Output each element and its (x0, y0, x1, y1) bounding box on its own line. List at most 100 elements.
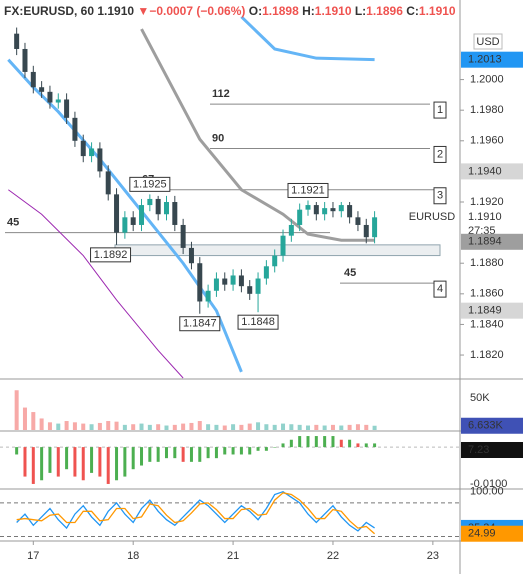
volume-bar (206, 424, 211, 430)
moving-average (240, 15, 375, 62)
l-key: L: (355, 4, 366, 18)
candle-body (355, 217, 361, 225)
moving-average (8, 189, 184, 379)
y-tick-label: -0.0100 (470, 478, 507, 490)
c-key: C: (406, 4, 419, 18)
volume-bar (122, 424, 127, 430)
candle-body (288, 224, 294, 236)
level-box (433, 101, 447, 119)
candle-body (147, 198, 153, 206)
macd-bar (189, 447, 193, 462)
price-note-box (179, 316, 221, 332)
volume-bar (39, 418, 44, 430)
volume-bar (322, 425, 327, 430)
price-note: 1.1848 (241, 316, 275, 328)
header: FX:EURUSD, 60 1.1910 ▼−0.0007 (−0.06%) O… (4, 4, 456, 18)
candle-body (188, 247, 194, 264)
currency: USD (476, 36, 499, 48)
candle-body (97, 148, 103, 172)
candle-body (105, 171, 111, 195)
price-tag (461, 51, 523, 68)
macd-bar (273, 447, 277, 448)
macd-bar (281, 443, 285, 448)
level-box-label: 3 (437, 190, 443, 202)
macd-bar (65, 447, 69, 470)
volume-bar (172, 424, 177, 430)
macd-bar (148, 447, 152, 462)
volume-bar (330, 424, 335, 430)
x-tick-label: 21 (227, 550, 239, 562)
macd-bar (323, 436, 327, 448)
macd-bar (314, 436, 318, 448)
candle-body (305, 205, 311, 210)
x-tick-label: 23 (427, 550, 439, 562)
moving-average (7, 58, 243, 373)
price-tag-label: 1.2013 (468, 54, 502, 66)
macd-bar (181, 447, 185, 462)
macd-bar (289, 439, 293, 448)
candle-body (255, 278, 261, 294)
candle-body (372, 217, 378, 238)
candle-body (272, 255, 278, 267)
o-key: O: (249, 4, 262, 18)
candle-body (280, 235, 286, 256)
volume-bar (89, 424, 94, 430)
candle-body (64, 99, 70, 118)
price-tag-label: 1.1849 (468, 305, 502, 317)
candle-body (130, 217, 136, 225)
volume-bar (64, 421, 69, 430)
macd-bar (348, 439, 352, 448)
x-tick-label: 22 (327, 550, 339, 562)
volume-bar (355, 424, 360, 430)
candle-body (30, 71, 36, 88)
candle-body (238, 275, 244, 287)
macd-bar (339, 439, 343, 448)
y-tick-label: 100.00 (470, 486, 504, 498)
candle-body (163, 202, 169, 215)
price-note: 1.1847 (183, 318, 217, 330)
candle-body (347, 205, 353, 218)
macd-bar (298, 436, 302, 448)
level-box-label: 4 (437, 283, 443, 295)
candle-body (205, 290, 211, 302)
candle-body (47, 91, 53, 103)
macd-bar (115, 447, 119, 481)
candle-body (297, 209, 303, 225)
stoch-line (16, 492, 376, 535)
stoch-tag-label: 24.99 (468, 528, 496, 540)
candle-body (172, 202, 178, 225)
volume-tag (461, 417, 523, 434)
volume-bar (197, 421, 202, 430)
price-note-box (129, 176, 171, 192)
candle-body (89, 148, 95, 157)
currency-box (473, 33, 503, 50)
macd-bar (156, 447, 160, 462)
volume-bar (364, 424, 369, 430)
candle-body (222, 278, 228, 285)
macd-bar (48, 447, 52, 473)
volume-bar (31, 412, 36, 430)
volume-bar (247, 423, 252, 430)
macd-bar (173, 447, 177, 459)
macd-tag-label: 7.23 (468, 444, 489, 456)
macd-bar (206, 447, 210, 459)
volume-bar (56, 423, 61, 430)
macd-bar (223, 447, 227, 455)
macd-bar (23, 447, 27, 477)
macd-bar (231, 447, 235, 455)
y-tick-label: 1.1840 (470, 318, 504, 330)
o-val: 1.1898 (262, 4, 299, 18)
macd-bar (123, 447, 127, 477)
last: 1.1910 (97, 4, 134, 18)
macd-bar (15, 447, 19, 455)
volume-bar (97, 422, 102, 430)
x-tick-label: 17 (27, 550, 39, 562)
price-tag (461, 302, 523, 319)
candle-body (72, 117, 78, 141)
volume-bar (372, 425, 377, 430)
change: −0.0007 (−0.06%) (149, 4, 245, 18)
y-tick-label: 1.1820 (470, 349, 504, 361)
y-tick-label: 1.1960 (470, 135, 504, 147)
price-tag-label: 1.1940 (468, 165, 502, 177)
